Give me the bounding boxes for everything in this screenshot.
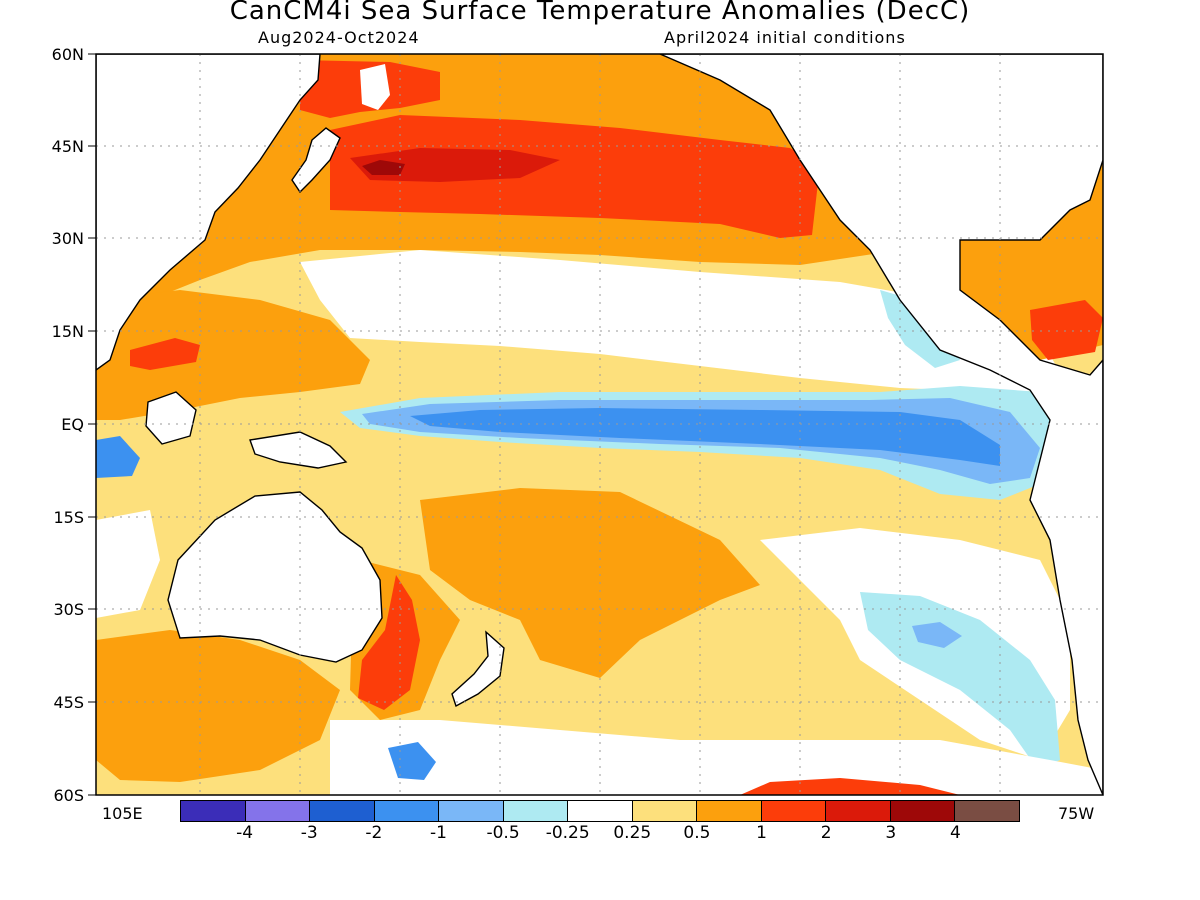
lon-label-west-edge: 105E bbox=[102, 804, 143, 823]
colorbar-swatch bbox=[439, 801, 504, 821]
lat-label-15s: 15S bbox=[53, 508, 84, 527]
colorbar-tick-label: -0.5 bbox=[486, 823, 520, 843]
colorbar-swatch bbox=[826, 801, 891, 821]
colorbar-swatch bbox=[632, 801, 698, 821]
colorbar-tick-label: 4 bbox=[949, 823, 961, 843]
anomaly-region-north-pacific-maroon bbox=[362, 160, 405, 175]
colorbar-legend bbox=[180, 800, 1020, 822]
anomaly-region-south-pacific-orange bbox=[420, 488, 760, 678]
lon-label-east-edge: 75W bbox=[1058, 804, 1095, 823]
anomaly-region-java-blue bbox=[96, 436, 140, 478]
map-title: CanCM4i Sea Surface Temperature Anomalie… bbox=[229, 0, 971, 26]
lat-label-eq: EQ bbox=[61, 415, 84, 434]
anomaly-region-southern-ocean-red bbox=[740, 778, 960, 795]
lat-label-45n: 45N bbox=[51, 137, 84, 156]
anomaly-region-south-china-sea-red bbox=[130, 338, 200, 370]
anomaly-region-equatorial-blue bbox=[410, 408, 1000, 466]
anomaly-region-tasman-red bbox=[358, 575, 420, 710]
anomaly-region-south-pacific-lightblue bbox=[912, 622, 962, 648]
lat-label-15n: 15N bbox=[51, 322, 84, 341]
lat-label-60n: 60N bbox=[51, 45, 84, 64]
colorbar-swatch bbox=[181, 801, 246, 821]
colorbar-tick-label: -4 bbox=[236, 823, 254, 843]
initial-conditions-note: April2024 initial conditions bbox=[664, 28, 906, 47]
colorbar-swatch bbox=[890, 801, 956, 821]
land-borneo bbox=[145, 391, 197, 445]
land-new-zealand bbox=[451, 630, 505, 708]
colorbar-swatch bbox=[568, 801, 633, 821]
lat-label-30s: 30S bbox=[53, 600, 84, 619]
forecast-period: Aug2024-Oct2024 bbox=[258, 28, 420, 47]
graticule bbox=[96, 54, 1103, 795]
colorbar-tick-label: 3 bbox=[885, 823, 897, 843]
land-australia bbox=[167, 491, 383, 663]
anomaly-region-south-pacific-lightcyan bbox=[860, 592, 1060, 770]
land-masses bbox=[96, 54, 1103, 795]
colorbar-tick-label: 0.5 bbox=[683, 823, 711, 843]
colorbar-tick-label: -1 bbox=[429, 823, 447, 843]
anomaly-region-bering-white bbox=[360, 64, 390, 110]
colorbar-tick-label: -3 bbox=[300, 823, 318, 843]
colorbar-tick-label: 2 bbox=[820, 823, 832, 843]
colorbar-tick-label: 0.25 bbox=[613, 823, 652, 843]
colorbar-swatch bbox=[761, 801, 827, 821]
land-japan bbox=[291, 127, 341, 194]
land-new-guinea bbox=[249, 431, 348, 469]
anomaly-region-west-pacific-orange bbox=[96, 290, 370, 420]
anomaly-region-caribbean-red bbox=[1030, 300, 1103, 360]
lat-label-30n: 30N bbox=[51, 229, 84, 248]
axis-ticks bbox=[88, 53, 96, 796]
colorbar-tick-label: 1 bbox=[756, 823, 767, 843]
colorbar-tick-label: -2 bbox=[365, 823, 383, 843]
anomaly-region-north-pacific-darkred bbox=[350, 148, 560, 182]
land-asia bbox=[96, 54, 321, 371]
colorbar-tick-label: -0.25 bbox=[545, 823, 590, 843]
colorbar-swatch bbox=[955, 801, 1019, 821]
land-north-america bbox=[659, 54, 1103, 795]
anomaly-region-subtropical-neutral bbox=[300, 250, 1070, 392]
colorbar-swatch bbox=[310, 801, 375, 821]
colorbar-swatch bbox=[697, 801, 762, 821]
colorbar-swatch bbox=[503, 801, 569, 821]
anomaly-region-indian-ocean-orange bbox=[96, 630, 340, 782]
colorbar-swatch bbox=[374, 801, 440, 821]
colorbar-swatch bbox=[245, 801, 311, 821]
anomaly-region-southern-ocean-white bbox=[330, 720, 1103, 795]
anomaly-region-indian-ocean-white bbox=[96, 510, 160, 618]
lat-label-60s: 60S bbox=[53, 786, 84, 805]
lat-label-45s: 45S bbox=[53, 693, 84, 712]
